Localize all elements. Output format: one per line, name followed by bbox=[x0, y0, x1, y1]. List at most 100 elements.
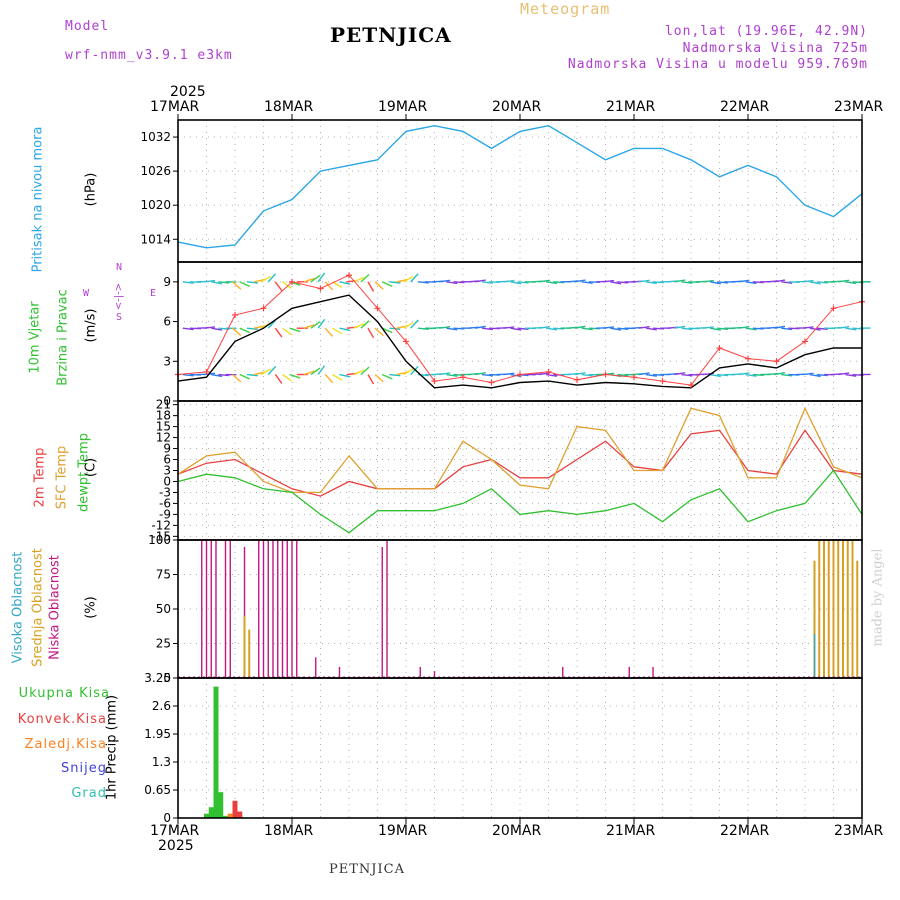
wind-arrow bbox=[681, 327, 693, 331]
wind-arrow bbox=[674, 372, 686, 376]
wind-arrow bbox=[503, 279, 515, 283]
wind-arrow bbox=[410, 319, 419, 329]
wind-arrow bbox=[474, 279, 486, 283]
gust-marker bbox=[688, 382, 694, 389]
gust-marker bbox=[517, 371, 523, 378]
gust-marker bbox=[602, 371, 609, 378]
y-tick-label: 75 bbox=[156, 568, 171, 582]
y-tick-label: 1014 bbox=[140, 232, 171, 246]
wind-arrow bbox=[289, 373, 301, 379]
y-tick-label: 1.3 bbox=[152, 755, 171, 769]
wind-arrow bbox=[353, 276, 365, 283]
y-tick-label: 1032 bbox=[140, 130, 171, 144]
wind-arrow bbox=[360, 320, 370, 329]
wind-arrow bbox=[310, 274, 321, 283]
wind-arrow bbox=[838, 372, 850, 376]
gust-marker bbox=[460, 374, 466, 381]
wind-arrow bbox=[253, 278, 265, 283]
lonlat-label: lon,lat (19.96E, 42.9N) bbox=[664, 24, 868, 39]
day-tick-top: 17MAR bbox=[150, 99, 200, 115]
gust-marker bbox=[830, 305, 837, 312]
wind-arrow bbox=[381, 373, 393, 380]
y-tick-label: 0 bbox=[163, 474, 171, 488]
gust-marker bbox=[289, 278, 295, 285]
day-tick-bottom: 21MAR bbox=[606, 823, 656, 839]
wind-arrow bbox=[517, 281, 529, 284]
wind-arrow bbox=[617, 327, 629, 330]
wind-arrow bbox=[274, 374, 283, 384]
wind-arrow bbox=[610, 327, 622, 331]
wind-arrow bbox=[317, 272, 326, 283]
wind-arrow bbox=[603, 279, 615, 283]
y-tick-label: 6 bbox=[163, 453, 171, 467]
wind-arrow bbox=[211, 327, 223, 331]
wind-arrow bbox=[303, 370, 315, 376]
wind-arrow bbox=[389, 281, 401, 284]
wind-arrow bbox=[374, 374, 384, 383]
wind-arrow bbox=[274, 327, 283, 338]
gust-marker bbox=[374, 305, 381, 312]
gust-marker bbox=[232, 311, 238, 318]
wind-arrow bbox=[546, 281, 558, 285]
wind-arrow bbox=[638, 372, 650, 376]
wind-arrow bbox=[381, 327, 393, 334]
wind-arrow bbox=[389, 373, 401, 377]
wind-arrow bbox=[645, 327, 657, 331]
legend-conv: Konvek.Kisa bbox=[17, 712, 107, 727]
gust-marker bbox=[403, 338, 409, 345]
precip-total-bar bbox=[213, 686, 219, 818]
day-tick-bottom: 17MAR bbox=[150, 823, 200, 839]
wind-arrow bbox=[546, 327, 558, 331]
wind-arrow bbox=[517, 327, 529, 330]
wind-arrow bbox=[360, 366, 370, 376]
wind-arrow bbox=[332, 281, 343, 288]
wind-arrow bbox=[232, 374, 242, 383]
meteogram-title: Meteogram bbox=[520, 0, 611, 18]
y-tick-label: 1020 bbox=[140, 198, 171, 212]
wind-arrow bbox=[317, 318, 326, 329]
y-tick-label: 9 bbox=[163, 442, 171, 456]
wind-arrow bbox=[738, 279, 750, 283]
wind-arrow bbox=[303, 277, 315, 283]
wind-arrow bbox=[503, 326, 515, 329]
wind-arrow bbox=[211, 373, 223, 378]
y-tick-label: 6 bbox=[163, 315, 171, 329]
wind-arrow bbox=[510, 281, 522, 285]
wind-arrow bbox=[267, 365, 277, 375]
wind-arrow bbox=[681, 281, 693, 284]
wind-arrow bbox=[211, 281, 223, 285]
wind-arrow bbox=[702, 279, 714, 283]
wind-arrow bbox=[781, 281, 793, 284]
wind-arrow bbox=[360, 273, 370, 283]
y-tick-label: 2.6 bbox=[152, 699, 171, 713]
wind-arrow bbox=[204, 279, 216, 283]
y-tick-label: 0 bbox=[163, 394, 171, 408]
wind-arrow bbox=[617, 281, 629, 284]
wind-arrow bbox=[809, 373, 821, 378]
legend-total: Ukupna Kisa bbox=[18, 686, 110, 701]
wind-arrow bbox=[745, 281, 757, 285]
y-tick-label: -3 bbox=[159, 485, 171, 499]
wind-arrow bbox=[702, 326, 714, 329]
compass-n: N bbox=[116, 262, 123, 273]
wind-arrow bbox=[781, 327, 793, 331]
y-tick-label: 18 bbox=[156, 409, 171, 423]
wind-arrow bbox=[239, 327, 251, 334]
dewpt-line bbox=[177, 469, 863, 534]
wind-arrow bbox=[717, 373, 729, 377]
wind-arrow bbox=[674, 325, 686, 329]
wind-arrow bbox=[332, 373, 343, 381]
wind-arrow bbox=[774, 279, 786, 283]
wind-arrow bbox=[610, 281, 622, 285]
wind-arrow bbox=[816, 281, 828, 284]
wind-arrow bbox=[481, 373, 494, 377]
y-tick-label: -12 bbox=[151, 518, 171, 532]
wind-arrow bbox=[503, 372, 515, 376]
y-tick-label: 0.65 bbox=[144, 783, 171, 797]
wind-arrow bbox=[446, 327, 458, 331]
gust-marker bbox=[431, 378, 438, 385]
gust-marker bbox=[802, 338, 808, 345]
wind-arrow bbox=[246, 327, 258, 331]
year-top: 2025 bbox=[170, 84, 206, 100]
day-tick-top: 20MAR bbox=[492, 99, 542, 115]
